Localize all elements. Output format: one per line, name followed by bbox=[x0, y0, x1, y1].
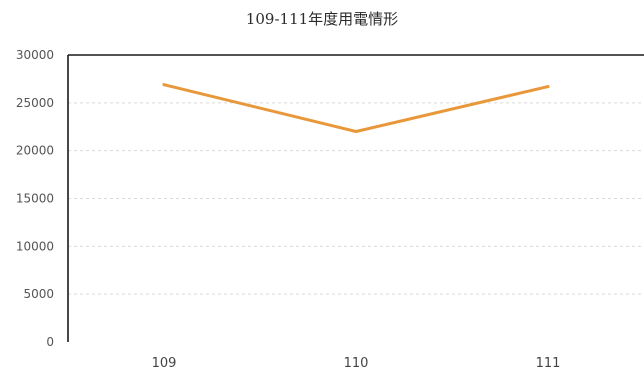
y-tick-label: 10000 bbox=[16, 239, 54, 253]
data-point bbox=[163, 83, 166, 86]
x-tick-label: 109 bbox=[152, 356, 177, 371]
y-tick-label: 15000 bbox=[16, 192, 54, 206]
data-point bbox=[547, 85, 550, 88]
y-tick-label: 30000 bbox=[16, 48, 54, 62]
y-tick-label: 5000 bbox=[23, 287, 54, 301]
series-layer bbox=[163, 83, 550, 133]
y-tick-label: 25000 bbox=[16, 96, 54, 110]
series-line bbox=[164, 85, 548, 132]
x-tick-label: 110 bbox=[344, 356, 369, 371]
chart-title: 109-111年度用電情形 bbox=[246, 10, 398, 28]
y-tick-label: 0 bbox=[46, 335, 54, 349]
x-tick-label: 111 bbox=[536, 356, 561, 371]
y-axis-tick-labels: 0 5000 10000 15000 20000 25000 30000 bbox=[16, 48, 54, 349]
data-point bbox=[355, 130, 358, 133]
y-tick-label: 20000 bbox=[16, 144, 54, 158]
x-axis-tick-labels: 109 110 111 bbox=[152, 356, 561, 371]
